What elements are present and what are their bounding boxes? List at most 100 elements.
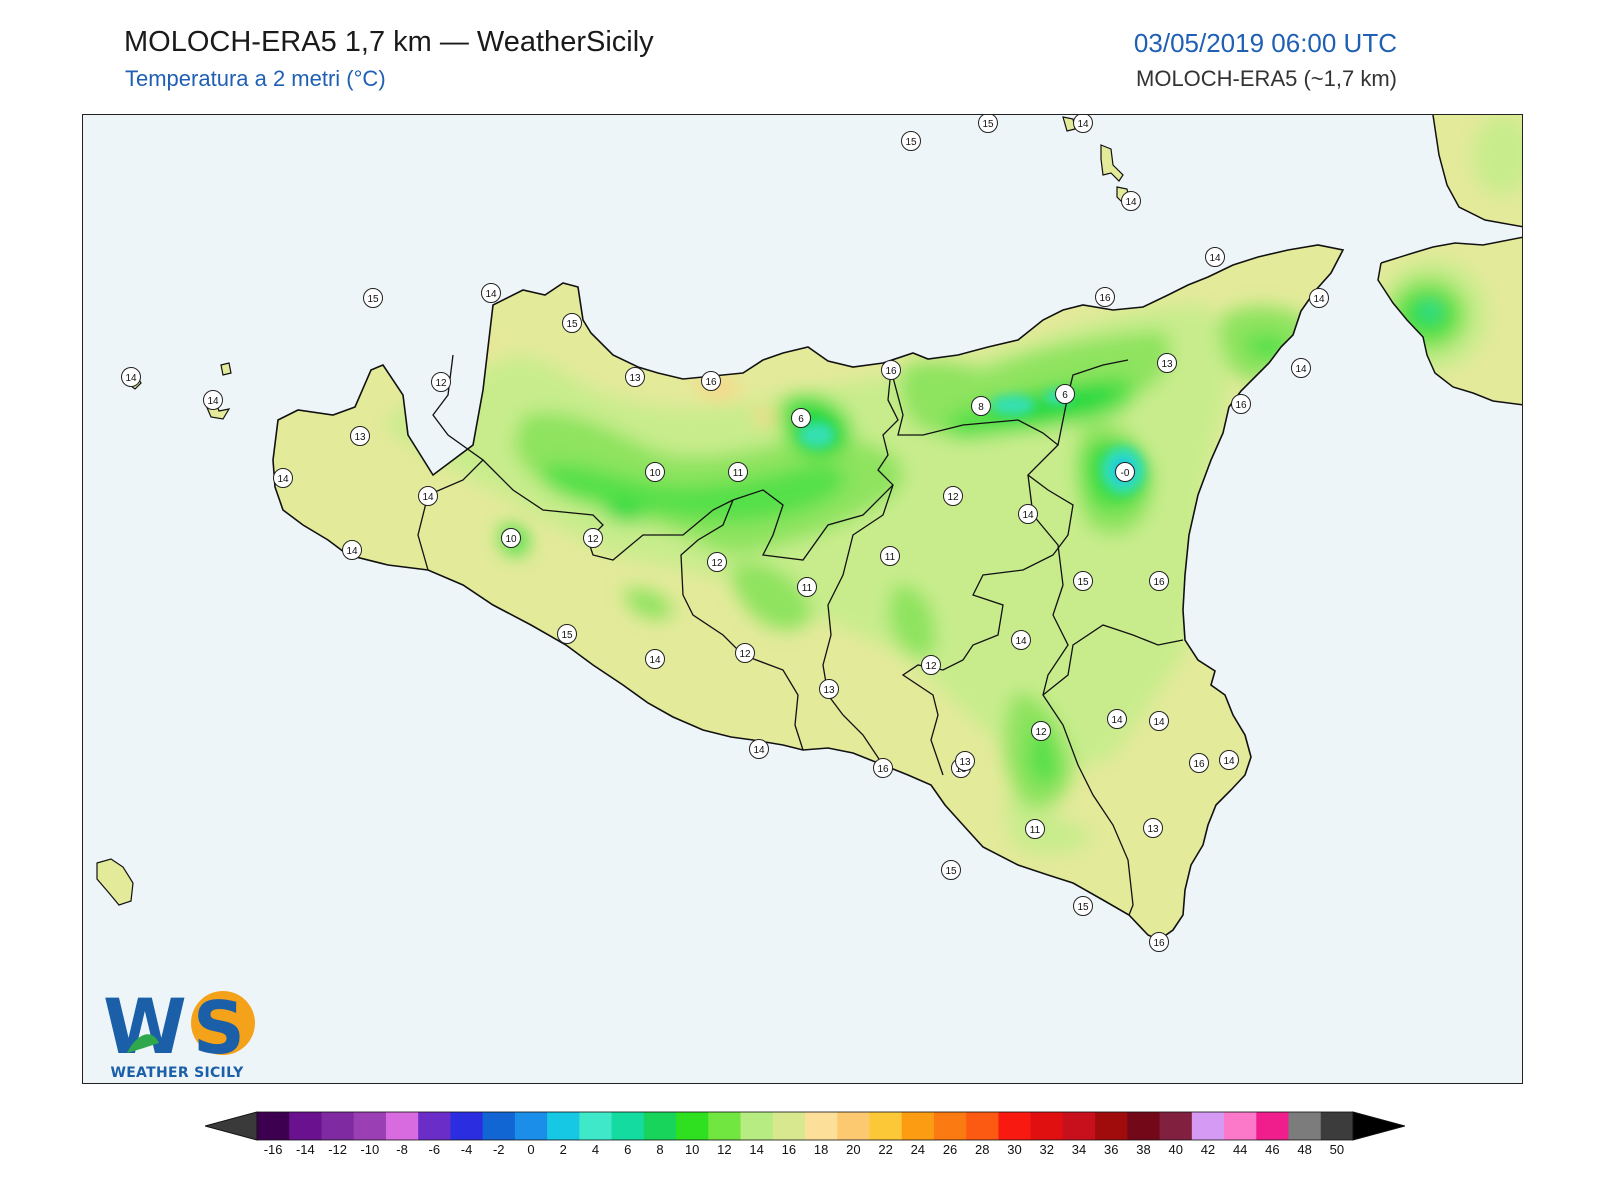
map-title: MOLOCH-ERA5 1,7 km — WeatherSicily (124, 26, 654, 58)
station-value: 15 (566, 319, 578, 330)
station-value: 6 (1062, 390, 1068, 401)
station-value: 14 (422, 492, 434, 503)
station-value: 11 (885, 552, 896, 563)
station-marker (431, 372, 451, 392)
station-value: 14 (125, 373, 137, 384)
colorbar-bin (643, 1112, 677, 1140)
station-marker (978, 115, 998, 133)
station-value: 12 (739, 649, 751, 660)
station-marker (645, 649, 665, 669)
station-value: 13 (354, 432, 366, 443)
colorbar-tick-label: 46 (1265, 1142, 1279, 1157)
colorbar-bin (901, 1112, 935, 1140)
station-value: 14 (207, 396, 219, 407)
station-marker (1231, 394, 1251, 414)
colorbar-tick-label: 36 (1104, 1142, 1118, 1157)
station-value: 16 (1099, 293, 1111, 304)
temperature-colorbar: -16 -14 -12 -10 -8 -6 -4 -2 0 2 4 6 8 10 12 14 16 18 20 22 2… (205, 1111, 1405, 1157)
svg-text:S: S (193, 986, 245, 1065)
station-value: 16 (705, 377, 717, 388)
colorbar-bin (1030, 1112, 1064, 1140)
colorbar-min-arrow (205, 1111, 258, 1141)
station-marker (955, 751, 975, 771)
station-marker (921, 655, 941, 675)
logo-mark: W S (103, 983, 255, 1065)
station-value: 12 (711, 558, 723, 569)
station-value: 12 (947, 492, 959, 503)
colorbar-bin (1159, 1112, 1193, 1140)
station-value: 14 (1209, 253, 1221, 264)
station-value: 16 (1235, 400, 1247, 411)
colorbar-tick-label: 40 (1168, 1142, 1182, 1157)
station-marker (501, 528, 521, 548)
station-value: 15 (367, 294, 379, 305)
station-value: 14 (649, 655, 661, 666)
colorbar-tick-label: -10 (360, 1142, 379, 1157)
station-marker (971, 396, 991, 416)
colorbar-bin (385, 1112, 419, 1140)
station-value: 14 (1111, 715, 1123, 726)
colorbar-tick-label: -6 (429, 1142, 441, 1157)
station-value: 14 (1295, 364, 1307, 375)
colorbar-tick-label: 38 (1136, 1142, 1150, 1157)
station-value: 14 (485, 289, 497, 300)
colorbar-bin (353, 1112, 387, 1140)
station-marker (880, 546, 900, 566)
station-value: 14 (1313, 294, 1325, 305)
station-marker (121, 367, 141, 387)
colorbar-tick-label: 30 (1007, 1142, 1021, 1157)
station-marker (1073, 115, 1093, 133)
colorbar-bin (1288, 1112, 1322, 1140)
station-marker (1095, 287, 1115, 307)
colorbar-tick-label: 26 (943, 1142, 957, 1157)
station-marker (1205, 247, 1225, 267)
station-value: 14 (1125, 197, 1137, 208)
station-value: 14 (346, 546, 358, 557)
station-value: 14 (1153, 717, 1165, 728)
station-marker (1107, 709, 1127, 729)
station-marker (1031, 721, 1051, 741)
colorbar-tick-label: -14 (296, 1142, 315, 1157)
forecast-datetime: 03/05/2019 06:00 UTC (1133, 28, 1397, 58)
colorbar-bin (482, 1112, 516, 1140)
station-value: 11 (733, 468, 744, 479)
map-canvas: 15 15 14 14 14 14 16 15 14 12 13 16 16 15 13 16 14 14 13 6 8… (96, 115, 1522, 952)
colorbar-tick-label: -4 (461, 1142, 473, 1157)
station-marker (1011, 630, 1031, 650)
colorbar-bin (1062, 1112, 1096, 1140)
colorbar-tick-label: 44 (1233, 1142, 1247, 1157)
station-value: -0 (1121, 468, 1130, 479)
colorbar-tick-label: 22 (878, 1142, 892, 1157)
colorbar-tick-label: 2 (560, 1142, 567, 1157)
station-marker (881, 360, 901, 380)
colorbar-tick-label: -12 (328, 1142, 347, 1157)
station-value: 13 (959, 757, 971, 768)
colorbar-bin (547, 1112, 580, 1140)
station-value: 10 (505, 534, 517, 545)
station-marker (557, 624, 577, 644)
station-marker (481, 283, 501, 303)
station-marker (1149, 932, 1169, 952)
station-value: 16 (885, 366, 897, 377)
temperature-map[interactable]: 15 15 14 14 14 14 16 15 14 12 13 16 16 15 13 16 14 14 13 6 8… (82, 114, 1523, 1084)
station-marker (1149, 571, 1169, 591)
colorbar-bin (772, 1112, 806, 1140)
colorbar-tick-label: 48 (1297, 1142, 1311, 1157)
station-marker (797, 577, 817, 597)
colorbar-tick-label: 12 (717, 1142, 731, 1157)
station-marker (583, 528, 603, 548)
colorbar-tick-label: 18 (814, 1142, 828, 1157)
station-marker (1309, 288, 1329, 308)
station-value: 14 (1022, 510, 1034, 521)
station-value: 15 (561, 630, 573, 641)
map-subtitle: Temperatura a 2 metri (°C) (125, 66, 386, 91)
sicily-coastline (272, 244, 1345, 941)
colorbar-tick-label: 20 (846, 1142, 860, 1157)
station-marker (1121, 191, 1141, 211)
station-value: 12 (1035, 727, 1047, 738)
station-marker (1025, 819, 1045, 839)
station-marker (735, 643, 755, 663)
colorbar-bin (933, 1112, 967, 1140)
station-value: 16 (1153, 938, 1165, 949)
station-value: 15 (982, 119, 994, 130)
